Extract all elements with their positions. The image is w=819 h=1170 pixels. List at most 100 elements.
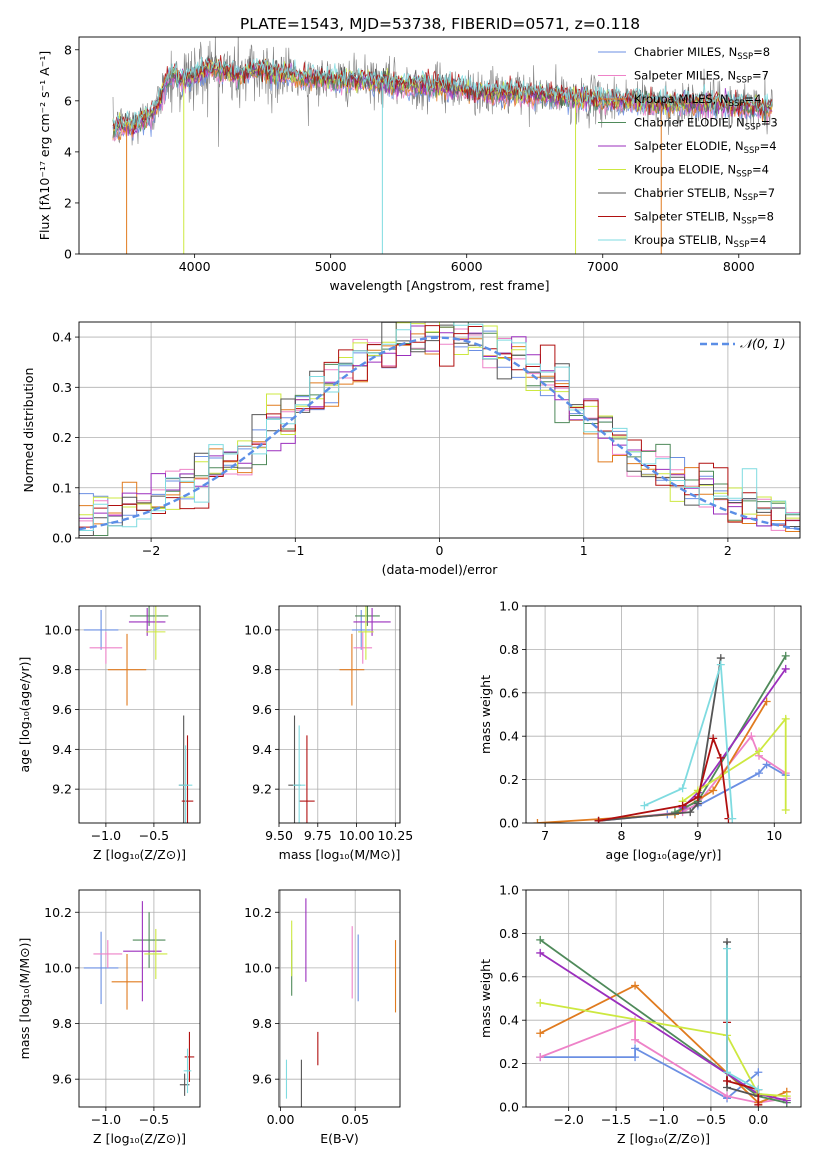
weight-point-marker — [781, 651, 790, 660]
y-tick-label: 9.6 — [252, 702, 272, 717]
histogram-step-line — [79, 322, 800, 519]
x-tick-label: 6000 — [451, 259, 483, 274]
legend-entry-suffix: =3 — [761, 116, 778, 130]
y-tick-label: 10.0 — [44, 960, 72, 975]
errorbar-point — [353, 607, 391, 636]
y-tick-label: 0.2 — [499, 772, 519, 787]
weight-point-marker — [723, 1092, 732, 1101]
x-tick-label: 0.05 — [341, 1112, 369, 1127]
legend-entry: Kroupa ELODIE, NSSP=4 — [634, 163, 769, 180]
x-tick-label: 8 — [618, 828, 626, 843]
legend-entry-sub: SSP — [729, 99, 745, 109]
y-tick-label: 9.8 — [252, 1016, 272, 1031]
y-tick-label: 1.0 — [499, 883, 519, 898]
legend-entry-sub: SSP — [736, 170, 752, 180]
legend-entry-suffix: =7 — [752, 69, 769, 83]
y-axis-label: mass weight — [478, 959, 493, 1038]
errorbar-point — [178, 745, 193, 823]
x-tick-label: 9.75 — [304, 828, 332, 843]
x-tick-label: 10.00 — [339, 828, 375, 843]
x-tick-label: 9 — [694, 828, 702, 843]
errorbars-age-vs-mass — [288, 606, 391, 823]
x-tick-label: 0.0 — [748, 1112, 768, 1127]
legend-entry-sub: SSP — [742, 193, 758, 203]
weight-series-line — [540, 1001, 787, 1098]
legend-entry-label: Kroupa ELODIE, N — [634, 163, 736, 177]
legend-entry-suffix: =4 — [744, 92, 761, 106]
y-tick-label: 10.0 — [44, 622, 72, 637]
x-tick-label: −0.5 — [139, 1112, 169, 1127]
axes-frame — [78, 889, 201, 1108]
weight-point-marker — [536, 935, 545, 944]
legend-entry: Chabrier MILES, NSSP=8 — [634, 45, 770, 62]
y-tick-label: 9.6 — [252, 1072, 272, 1087]
weight-point-marker — [594, 816, 603, 823]
y-tick-label: 0.6 — [499, 685, 519, 700]
weight-point-marker — [640, 801, 649, 810]
legend-entry: Salpeter STELIB, NSSP=8 — [634, 210, 774, 227]
weight-point-marker — [533, 819, 542, 823]
y-tick-label: 9.8 — [52, 662, 72, 677]
legend-entry-label: Kroupa MILES, N — [634, 92, 729, 106]
weight-point-marker — [723, 1076, 732, 1085]
legend-entry-label: Chabrier STELIB, N — [634, 186, 742, 200]
x-tick-label: 5000 — [315, 259, 347, 274]
y-tick-label: 0.3 — [52, 380, 72, 395]
weight-point-marker — [754, 769, 763, 778]
axes-spectrum: 4000 5000 6000 7000 8000 0 2 4 6 8 wavelength [Ang… — [37, 36, 801, 293]
weight-point-marker — [782, 1092, 791, 1101]
weight-point-marker — [536, 948, 545, 957]
errorbars-mass-vs-ebv — [285, 898, 397, 1107]
y-tick-label: 0.2 — [499, 1056, 519, 1071]
weight-point-marker — [723, 944, 732, 953]
errorbars-mass-vs-Z — [83, 901, 195, 1096]
errorbar-point — [144, 928, 168, 980]
legend-entry-label: Kroupa STELIB, N — [634, 233, 734, 247]
axes-mass-vs-Z: −1.0 −0.5 9.6 9.8 10.0 10.2 Z [log₁₀(Z/Z⊙)] mas… — [17, 889, 201, 1146]
x-axis-label: Z [log₁₀(Z/Z⊙)] — [617, 1131, 710, 1146]
y-tick-label: 0.4 — [499, 1013, 519, 1028]
weight-point-marker — [781, 714, 790, 723]
legend-entry-suffix: =4 — [760, 139, 777, 153]
y-tick-label: 9.6 — [52, 702, 72, 717]
x-tick-label: 7 — [541, 828, 549, 843]
x-axis-label: Z [log₁₀(Z/Z⊙)] — [93, 847, 186, 862]
x-tick-label: −0.5 — [696, 1112, 726, 1127]
weight-point-marker — [693, 792, 702, 801]
weight-point-marker — [728, 814, 737, 823]
y-tick-label: 10.0 — [244, 960, 272, 975]
x-tick-label: −2 — [142, 543, 160, 558]
errorbar-point — [351, 609, 371, 650]
weight-point-marker — [716, 753, 725, 762]
y-tick-label: 8 — [64, 42, 72, 57]
y-tick-label: 0.8 — [499, 642, 519, 657]
axes-mass-vs-ebv: 0.00 0.05 9.6 9.8 10.0 10.2 E(B-V) — [244, 889, 401, 1146]
legend-entry-sub: SSP — [745, 123, 761, 133]
y-tick-label: 9.4 — [252, 742, 272, 757]
errorbar-point — [358, 606, 374, 660]
legend-entry-label: Chabrier MILES, N — [634, 45, 737, 59]
x-axis-label: (data-model)/error — [382, 562, 499, 577]
legend-entry-sub: SSP — [741, 217, 757, 227]
y-axis-label: Normed distribution — [21, 368, 36, 493]
legend-entry-suffix: =4 — [749, 233, 766, 247]
errorbar-point — [83, 609, 119, 650]
weight-series-line — [539, 1018, 787, 1104]
weight-point-marker — [536, 1053, 545, 1062]
weight-series-line — [598, 657, 722, 822]
errorbars-age-vs-Z — [83, 606, 194, 823]
x-tick-label: −1.0 — [648, 1112, 678, 1127]
legend-entry: Chabrier ELODIE, NSSP=3 — [634, 116, 778, 133]
legend-entry: Kroupa MILES, NSSP=4 — [634, 92, 761, 109]
y-tick-label: 0.0 — [499, 1100, 519, 1115]
y-tick-label: 6 — [64, 93, 72, 108]
legend-entry-sub: SSP — [736, 76, 752, 86]
y-axis-label: Flux [fλ10⁻¹⁷ erg cm⁻² s⁻¹ A⁻¹] — [37, 51, 52, 240]
axes-age-vs-mass: 9.50 9.75 10.00 10.25 9.2 9.4 9.6 9.8 10.0 mass [… — [244, 605, 413, 862]
axes-frame — [525, 605, 802, 824]
errorbar-point — [83, 931, 119, 1005]
y-tick-label: 10.2 — [44, 905, 72, 920]
axes-frame — [78, 605, 201, 824]
errorbar-point — [292, 725, 306, 823]
